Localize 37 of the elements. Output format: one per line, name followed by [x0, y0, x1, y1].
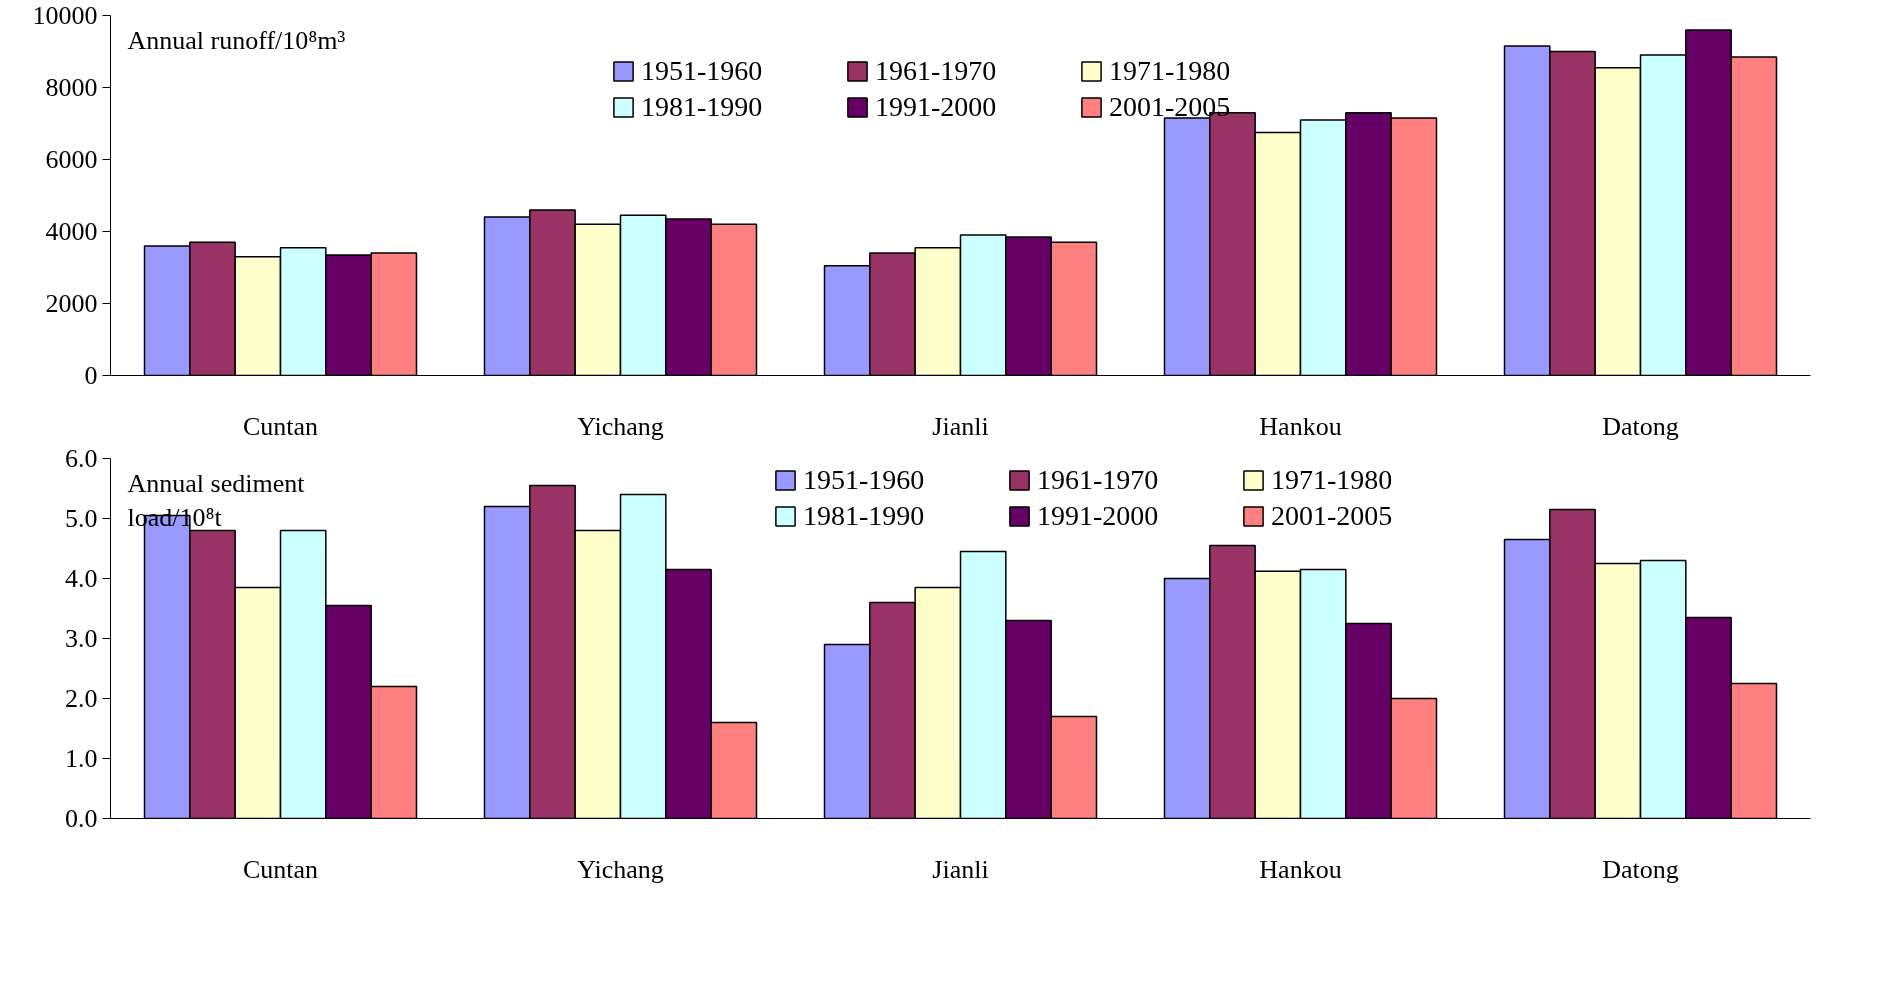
y-tick-label: 0	[84, 361, 98, 390]
y-tick-label: 6.0	[65, 444, 98, 473]
y-axis-title: Annual sediment load/10⁸t	[127, 468, 306, 533]
x-tick-label: Jianli	[932, 411, 989, 441]
y-tick-label: 3.0	[65, 624, 98, 653]
x-tick-label: Hankou	[1259, 854, 1342, 884]
y-tick-label: 4.0	[65, 564, 98, 593]
x-tick-label: Datong	[1602, 411, 1679, 441]
y-tick-label: 6000	[45, 145, 98, 174]
y-tick-label: 8000	[45, 73, 98, 102]
x-tick-label: Jianli	[932, 854, 989, 884]
x-tick-label: Yichang	[577, 411, 664, 441]
legend-label: 1961-1970	[875, 55, 998, 87]
legend-label: 1951-1960	[803, 464, 926, 496]
y-tick-label: 1.0	[65, 744, 98, 773]
x-tick-label: Cuntan	[242, 411, 319, 441]
y-tick-label: 4000	[45, 217, 98, 246]
y-tick-label: 5.0	[65, 504, 98, 533]
legend-label: 2001-2005	[1271, 500, 1394, 532]
y-tick-label: 0.0	[65, 804, 98, 833]
x-tick-label: Cuntan	[242, 854, 319, 884]
x-tick-label: Datong	[1602, 854, 1679, 884]
y-tick-label: 2.0	[65, 684, 98, 713]
y-axis-title: Annual runoff/10⁸m³	[127, 25, 346, 55]
legend-label: 1991-2000	[1037, 500, 1160, 532]
y-tick-label: 2000	[45, 289, 98, 318]
legend-label: 1991-2000	[875, 91, 998, 123]
legend-label: 1981-1990	[803, 500, 926, 532]
legend-label: 1981-1990	[641, 91, 764, 123]
y-tick-label: 10000	[32, 1, 98, 30]
legend-label: 1951-1960	[641, 55, 764, 87]
x-tick-label: Yichang	[577, 854, 664, 884]
legend-label: 1961-1970	[1037, 464, 1160, 496]
legend-label: 1971-1980	[1271, 464, 1394, 496]
legend-label: 1971-1980	[1109, 55, 1232, 87]
legend-label: 2001-2005	[1109, 91, 1232, 123]
x-tick-label: Hankou	[1259, 411, 1342, 441]
